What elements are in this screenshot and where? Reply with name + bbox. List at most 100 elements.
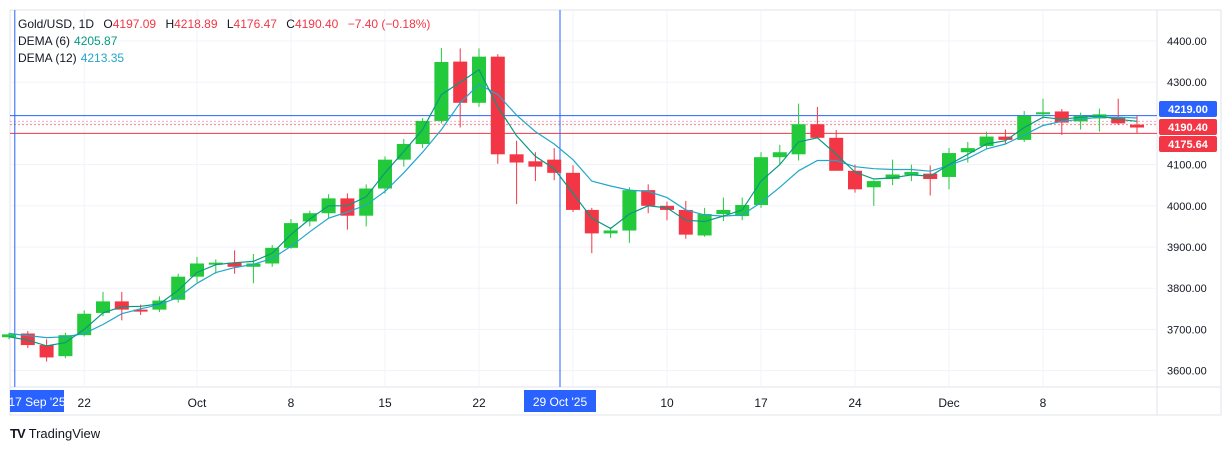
x-tick-label: 22 — [472, 396, 486, 410]
ohlc-row: Gold/USD, 1D O4197.09 H4218.89 L4176.47 … — [18, 16, 430, 33]
candle-body — [584, 209, 599, 234]
candle-body — [566, 172, 580, 210]
x-tick-label: 24 — [848, 396, 862, 410]
low-value: 4176.47 — [233, 17, 277, 31]
candle-body — [1130, 124, 1144, 128]
crosshair-date-label: 29 Oct '25 — [533, 395, 588, 409]
candle-body — [979, 136, 994, 147]
change-value: −7.40 (−0.18%) — [347, 17, 431, 31]
candle-body — [622, 190, 637, 231]
chart-legend: Gold/USD, 1D O4197.09 H4218.89 L4176.47 … — [18, 16, 430, 67]
candle-body — [1054, 111, 1069, 123]
candle-body — [735, 204, 750, 217]
y-tick-label: 4000.00 — [1167, 201, 1207, 213]
x-tick-label: 22 — [78, 396, 92, 410]
candle-body — [998, 136, 1013, 140]
low-key: L — [226, 17, 234, 31]
dema6-row[interactable]: DEMA (6) 4205.87 — [18, 33, 430, 50]
candle-body — [302, 213, 317, 222]
candle-body — [603, 230, 618, 234]
open-key: O — [103, 17, 113, 31]
candle-body — [1073, 115, 1088, 122]
x-tick-label: Oct — [188, 396, 207, 410]
indicator-lines — [8, 68, 1138, 347]
candle-body — [340, 198, 355, 216]
price-label-box — [1159, 136, 1217, 152]
brand-logo[interactable]: TV TradingView — [10, 426, 100, 441]
x-tick-label: 17 — [754, 396, 768, 410]
candle-body — [39, 345, 54, 358]
symbol-label[interactable]: Gold/USD, 1D — [18, 17, 95, 31]
candle-body — [415, 120, 430, 144]
candle-body — [96, 301, 110, 313]
close-value: 4190.40 — [294, 17, 339, 31]
close-key: C — [286, 17, 295, 31]
open-value: 4197.09 — [112, 17, 157, 31]
candle-body — [133, 309, 148, 312]
candle-body — [359, 188, 374, 216]
high-key: H — [165, 17, 175, 31]
candle-body — [848, 170, 862, 190]
candle-body — [208, 262, 223, 265]
y-tick-label: 4400.00 — [1167, 36, 1207, 48]
x-tick-label: 8 — [288, 396, 295, 410]
y-tick-label: 4300.00 — [1167, 77, 1207, 89]
tradingview-icon: TV — [10, 426, 26, 441]
dema12-line — [8, 83, 1138, 339]
price-label-text: 4175.64 — [1168, 139, 1209, 151]
candle-body — [772, 152, 787, 158]
candle-body — [716, 209, 731, 215]
crosshair-date-box — [524, 390, 596, 412]
price-label-box — [1159, 101, 1217, 117]
candle-body — [378, 159, 392, 189]
x-tick-label: 10 — [660, 396, 674, 410]
candle-body — [810, 124, 825, 138]
candle-body — [509, 154, 524, 163]
price-label-text: 4219.00 — [1168, 104, 1208, 116]
dema6-label: DEMA (6) — [18, 34, 71, 48]
crosshair-date-label: 17 Sep '25 — [8, 395, 65, 409]
y-tick-label: 3600.00 — [1167, 366, 1207, 378]
x-tick-label: Dec — [938, 396, 959, 410]
candle-body — [114, 301, 129, 310]
candle-body — [284, 223, 298, 248]
candles — [2, 48, 1144, 362]
candle-body — [866, 181, 881, 188]
candle-body — [490, 56, 505, 155]
candle-body — [678, 209, 693, 235]
candle-body — [904, 172, 919, 175]
y-tick-label: 3900.00 — [1167, 242, 1207, 254]
candle-body — [885, 174, 900, 180]
candle-body — [171, 276, 186, 300]
candle-body — [20, 333, 35, 346]
candle-body — [1111, 117, 1126, 124]
candle-body — [434, 62, 449, 121]
dema6-value: 4205.87 — [74, 34, 118, 48]
candle-body — [58, 335, 73, 357]
brand-name: TradingView — [28, 426, 101, 441]
price-axis[interactable]: 3600.00 3700.00 3800.00 3900.00 4000.00 4100.… — [1159, 36, 1217, 378]
candle-body — [791, 124, 806, 155]
candle-body — [641, 190, 656, 206]
grid-lines — [9, 9, 1222, 416]
reference-lines — [10, 10, 1157, 387]
candle-body — [246, 263, 261, 267]
candle-body — [227, 262, 242, 267]
dema6-line — [8, 68, 1138, 347]
dema12-value: 4213.35 — [80, 51, 125, 65]
price-label-text: 4190.40 — [1168, 122, 1208, 134]
candle-body — [190, 263, 204, 277]
y-tick-label: 4100.00 — [1167, 160, 1207, 172]
candle-body — [528, 161, 543, 167]
candle-body — [1036, 112, 1050, 115]
candle-body — [547, 159, 562, 173]
y-tick-label: 3700.00 — [1167, 324, 1207, 336]
candle-body — [77, 313, 92, 336]
candle-body — [472, 56, 486, 103]
dema12-row[interactable]: DEMA (12) 4213.35 — [18, 50, 430, 67]
x-tick-label: 15 — [378, 396, 392, 410]
crosshair-date-box — [10, 390, 64, 412]
high-value: 4218.89 — [174, 17, 218, 31]
